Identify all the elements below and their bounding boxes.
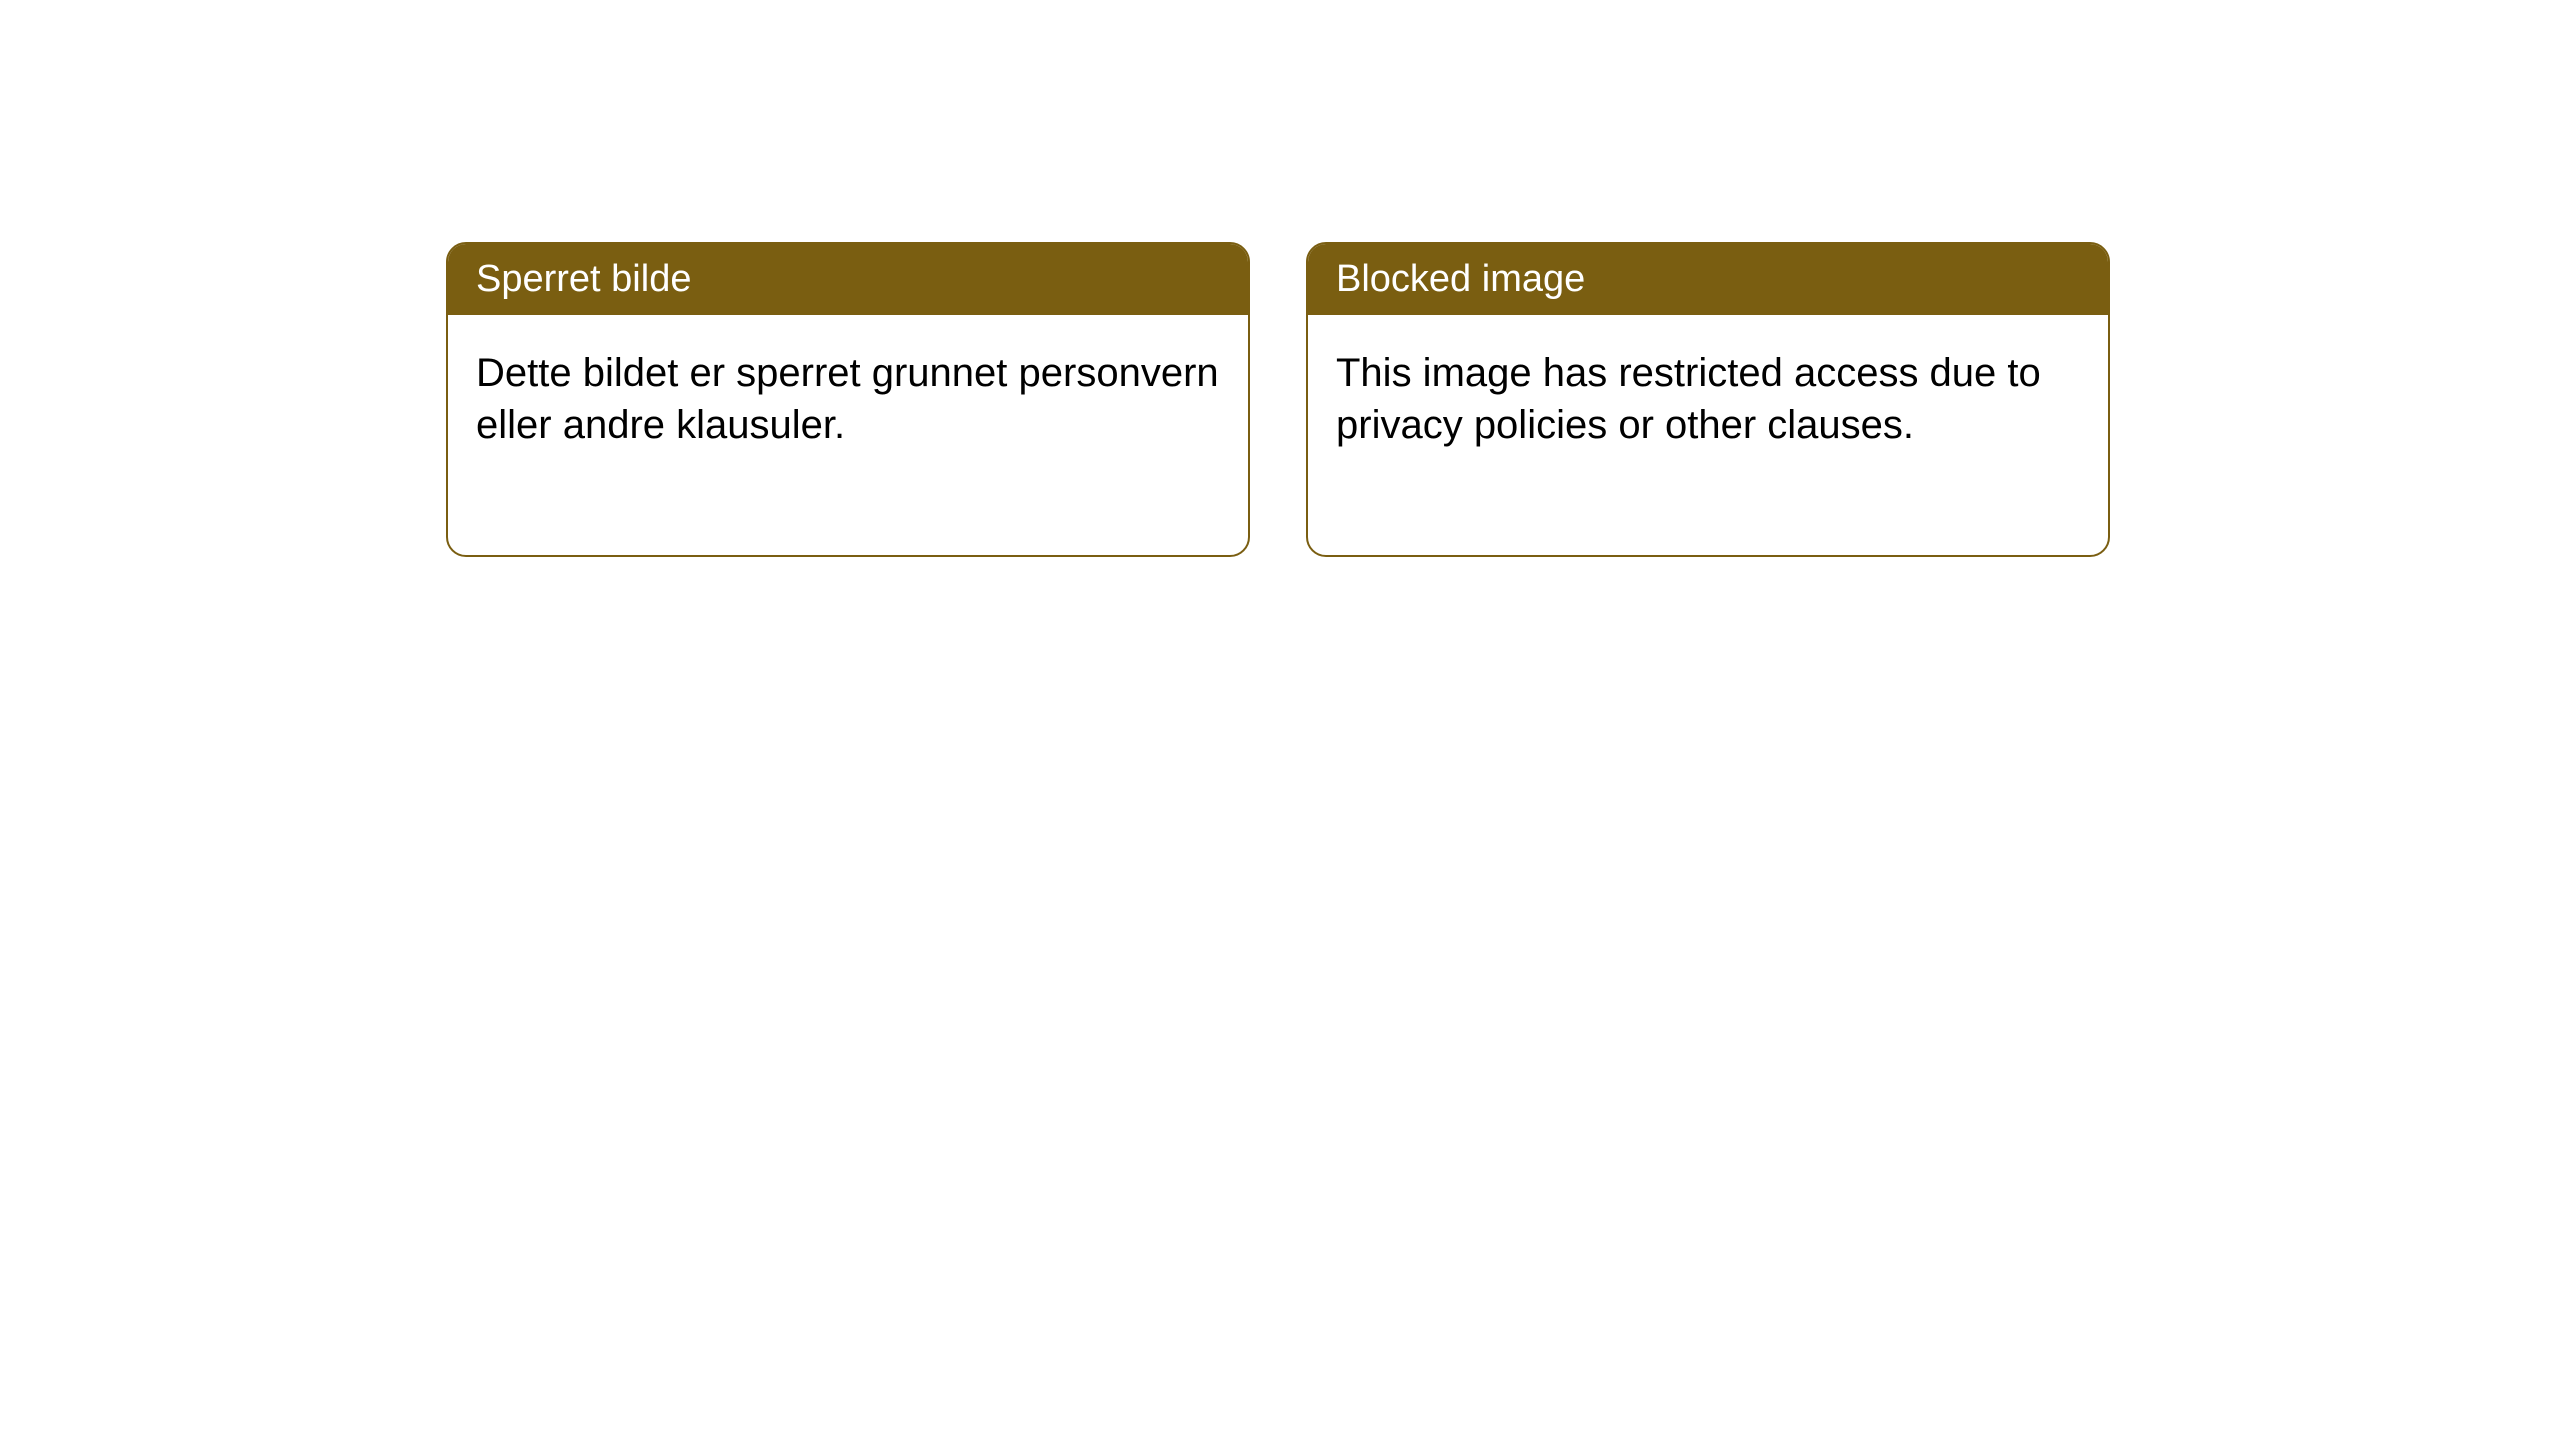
card-body: This image has restricted access due to … bbox=[1308, 315, 2108, 555]
notice-card-english: Blocked image This image has restricted … bbox=[1306, 242, 2110, 557]
card-header: Sperret bilde bbox=[448, 244, 1248, 315]
card-header: Blocked image bbox=[1308, 244, 2108, 315]
card-body: Dette bildet er sperret grunnet personve… bbox=[448, 315, 1248, 555]
card-body-text: This image has restricted access due to … bbox=[1336, 351, 2041, 447]
card-title: Sperret bilde bbox=[476, 258, 691, 300]
card-body-text: Dette bildet er sperret grunnet personve… bbox=[476, 351, 1219, 447]
card-title: Blocked image bbox=[1336, 258, 1585, 300]
notice-card-norwegian: Sperret bilde Dette bildet er sperret gr… bbox=[446, 242, 1250, 557]
notice-container: Sperret bilde Dette bildet er sperret gr… bbox=[446, 242, 2110, 557]
